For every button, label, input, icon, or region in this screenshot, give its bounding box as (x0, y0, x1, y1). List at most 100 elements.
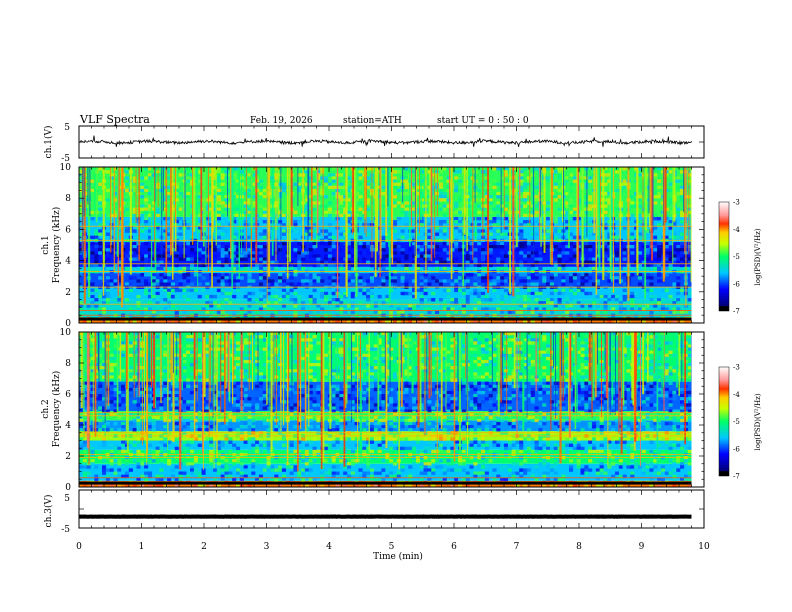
spec-cell (297, 251, 302, 255)
spec-cell (392, 229, 398, 233)
spec-cell (358, 276, 363, 280)
spec-sferic (595, 167, 598, 295)
spec-cell (484, 282, 489, 286)
spec-cell (668, 276, 673, 280)
spec-cell (423, 319, 428, 324)
spec-cell (205, 344, 210, 348)
spec-cell (584, 176, 589, 180)
spec-cell (614, 251, 620, 255)
spec-cell (255, 335, 260, 339)
spec-cell (220, 182, 225, 187)
spec-sferic (346, 167, 348, 297)
spec-cell (630, 220, 635, 224)
spec-cell (124, 226, 130, 230)
spec-sferic (376, 167, 379, 252)
spec-cell (316, 257, 321, 261)
spec-cell (224, 273, 229, 277)
spec-cell (316, 279, 321, 283)
spec-cell (507, 338, 512, 342)
spec-streak (89, 167, 91, 217)
spec-cell (293, 291, 298, 296)
spec-cell (457, 263, 463, 268)
spec-cell (262, 213, 267, 218)
spec-sferic (509, 167, 512, 295)
spec-cell (163, 179, 168, 183)
spec-cell (366, 347, 371, 351)
spec-cell (197, 226, 202, 230)
spec-cell (634, 291, 639, 296)
spec-cell (519, 307, 524, 311)
spec-cell (480, 257, 486, 261)
spec-cell (98, 167, 103, 171)
spec-cell (197, 179, 202, 183)
spec-cell (362, 251, 367, 255)
spec-cell (542, 319, 547, 324)
spec-cell (565, 176, 570, 180)
spec-cell (312, 363, 317, 367)
spec-cell (281, 288, 287, 293)
spec-sferic (593, 167, 595, 234)
spec-cell (523, 310, 528, 314)
spec-cell (607, 366, 612, 370)
spec-cell (358, 241, 363, 246)
spec-sferic (116, 167, 119, 257)
spec-cell (611, 350, 616, 354)
spec-cell (385, 276, 390, 280)
spec-cell (645, 291, 650, 296)
spec-cell (258, 185, 264, 190)
spec-cell (224, 251, 229, 255)
spec-cell (653, 353, 658, 358)
spec-sferic (195, 167, 198, 226)
spec-cell (331, 179, 336, 183)
spec-cell (289, 298, 294, 302)
spec-cell (546, 347, 551, 351)
spec-cell (266, 347, 271, 351)
spec-cell (224, 248, 229, 252)
spec-streak (162, 167, 164, 212)
spec-cell (599, 176, 604, 180)
spec-cell (412, 288, 417, 293)
spec-cell (163, 198, 168, 202)
spec-cell (304, 198, 309, 202)
spec-cell (603, 232, 608, 236)
spec-cell (461, 332, 466, 336)
spec-cell (392, 216, 398, 221)
spec-cell (565, 167, 570, 171)
spec-cell (212, 282, 218, 286)
spec-cell (523, 260, 528, 265)
spec-cell (358, 216, 363, 221)
spec-cell (201, 319, 206, 324)
spec-cell (220, 350, 225, 354)
spec-cell (109, 363, 114, 367)
spec-cell (400, 273, 405, 277)
spec-cell (366, 353, 371, 358)
spec-cell (477, 204, 482, 208)
spec-cell (350, 307, 355, 311)
spec-cell (500, 220, 505, 224)
spec-cell (622, 294, 627, 299)
spec-cell (488, 279, 493, 283)
spec-cell (197, 213, 202, 218)
spec-cell (216, 248, 221, 252)
spec-cell (339, 182, 344, 187)
spec-cell (676, 301, 681, 305)
spec-cell (320, 204, 325, 208)
spec-cell (297, 319, 302, 324)
spec-cell (442, 226, 447, 230)
spec-cell (197, 338, 202, 342)
spec-cell (381, 220, 386, 224)
spec-cell (603, 182, 608, 187)
spec-cell (339, 195, 344, 199)
spec-cell (584, 356, 589, 361)
spec-cell (584, 241, 589, 246)
spec-cell (235, 198, 241, 202)
spec-cell (324, 241, 329, 246)
spec-cell (117, 260, 122, 265)
spec-cell (503, 263, 509, 268)
spec-cell (503, 195, 509, 199)
spec-cell (442, 260, 447, 265)
spec-cell (599, 248, 604, 252)
spec-cell (193, 257, 198, 261)
spec-cell (362, 335, 367, 339)
spec-cell (614, 257, 620, 261)
